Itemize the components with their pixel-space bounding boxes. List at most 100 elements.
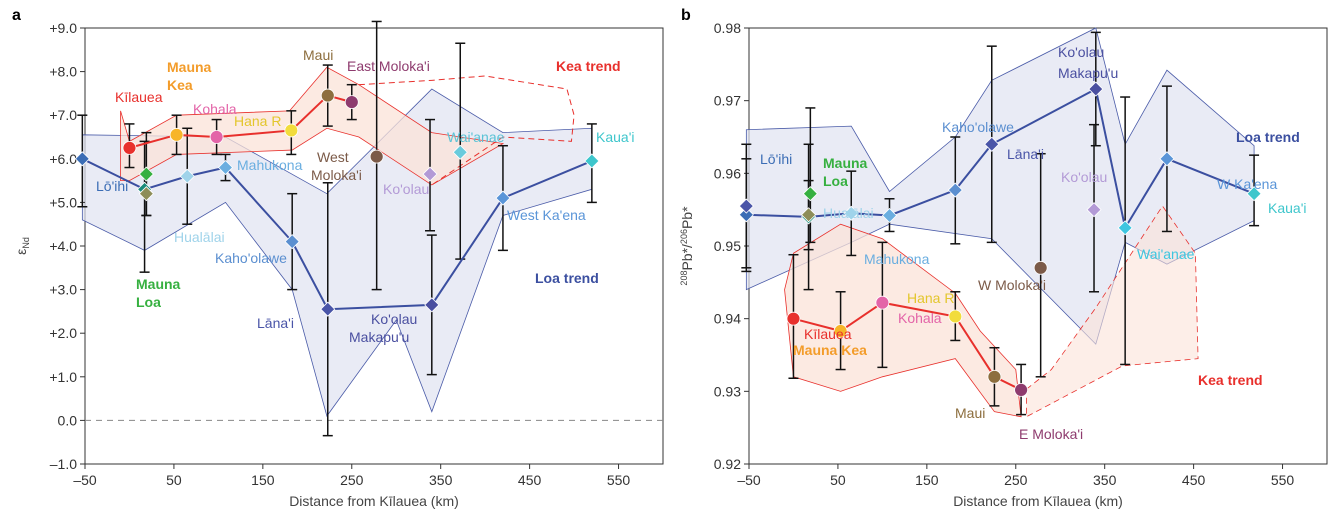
x-tick-label: 150 (251, 472, 275, 488)
panel-a-waianae-label: Wai'anae (447, 129, 505, 145)
panel-a-loa-trend-label: Loa trend (535, 270, 599, 286)
data-point (1159, 151, 1175, 167)
data-point (738, 198, 754, 214)
panel-b-hualalai-label: Hualālai (823, 205, 874, 221)
data-point (1014, 382, 1029, 397)
panel-a-x-axis-label: Distance from Kīlauea (km) (289, 493, 459, 509)
y-tick-label: 0.0 (58, 412, 78, 428)
panel-b-e-molokai-label: E Moloka'i (1019, 426, 1083, 442)
data-point (1117, 220, 1133, 236)
x-tick-label: 250 (340, 472, 364, 488)
panel-b-kahoolawe-label: Kaho'olawe (942, 119, 1014, 135)
panel-b: b –50 50 150 250 350 450 550 0.92 0.93 0.94 0.95 0.… (679, 7, 1328, 509)
data-point (217, 159, 234, 176)
data-point (1086, 202, 1102, 218)
data-point (1246, 186, 1262, 202)
panel-a-maui-label: Maui (303, 47, 333, 63)
data-point (584, 153, 600, 169)
y-tick-label: 0.92 (714, 456, 741, 472)
x-tick-label: 450 (1182, 472, 1206, 488)
y-tick-label: +5.0 (49, 194, 77, 210)
panel-b-letter: b (681, 7, 691, 24)
data-point (284, 234, 300, 250)
panel-a-lanai-label: Lāna'i (257, 315, 294, 331)
y-tick-label: +9.0 (49, 20, 77, 36)
data-point (495, 190, 511, 206)
panel-b-ticks: –50 50 150 250 350 450 550 0.92 0.93 0.94 0.95 0.96… (714, 20, 1295, 488)
panel-a-hualalai-label: Hualālai (174, 229, 225, 245)
panel-a-kahoolawe-label: Kaho'olawe (215, 250, 287, 266)
panel-a-west-molokai-label-2: Moloka'i (311, 167, 362, 183)
x-tick-label: 150 (915, 472, 939, 488)
panel-b-waianae-label: Wai'anae (1137, 246, 1195, 262)
x-tick-label: 350 (1093, 472, 1117, 488)
panel-b-koolau-label: Ko'olau (1061, 169, 1107, 185)
panel-a-koolau-makapuu-label-2: Makapu'u (349, 329, 409, 345)
panel-a: a –50 50 150 250 350 450 550 –1.0 0.0 +1.0 +2.0 +3.… (12, 7, 664, 509)
panel-b-mahukona-label: Mahukona (864, 251, 930, 267)
panel-a-kea-trend-label: Kea trend (556, 58, 621, 74)
panel-a-mauna-kea-label-2: Kea (167, 77, 193, 93)
x-tick-label: 450 (518, 472, 542, 488)
data-point (786, 311, 801, 326)
data-point (1033, 260, 1048, 275)
data-point (344, 95, 359, 110)
x-tick-label: 50 (166, 472, 182, 488)
series-line-loa (746, 87, 1255, 231)
panel-a-kauai-label: Kaua'i (596, 129, 634, 145)
panel-a-kea-dashed-envelope (358, 75, 575, 186)
x-tick-label: 350 (429, 472, 453, 488)
data-point (452, 144, 468, 160)
y-tick-label: 0.97 (714, 93, 741, 109)
panel-b-loa-trend-label: Loa trend (1236, 129, 1300, 145)
panel-a-koolau-label: Ko'olau (383, 181, 429, 197)
panel-a-kohala-label: Kohala (193, 101, 237, 117)
panel-b-w-molokai-label: W Moloka'i (978, 277, 1046, 293)
panel-a-mauna-loa-label-2: Loa (136, 294, 161, 310)
panel-b-y-axis-label: 208Pb*/206Pb* (679, 206, 695, 286)
panel-a-y-axis-label: εNd (13, 237, 31, 255)
panel-a-kea-trend-field (120, 66, 505, 186)
panel-a-letter: a (12, 7, 21, 24)
y-tick-label: –1.0 (50, 456, 77, 472)
y-tick-label: +1.0 (49, 369, 77, 385)
data-point (284, 123, 299, 138)
y-tick-label: +8.0 (49, 64, 77, 80)
data-point (1088, 81, 1104, 97)
y-tick-label: +4.0 (49, 238, 77, 254)
panel-a-hana-r-label: Hana R (234, 113, 281, 129)
panel-b-w-kaena-label: W Ka'ena (1217, 176, 1277, 192)
panel-b-kilauea-label: Kīlauea (804, 326, 852, 342)
panel-b-markers (738, 81, 1262, 397)
panel-b-mauna-loa-label-2: Loa (823, 173, 848, 189)
panel-b-kea-trend-label: Kea trend (1198, 372, 1263, 388)
y-tick-label: 0.95 (714, 238, 741, 254)
panel-a-mahukona-label: Mahukona (237, 157, 303, 173)
panel-b-lanai-label: Lāna'i (1007, 146, 1044, 162)
data-point (984, 136, 1000, 152)
y-tick-label: +6.0 (49, 151, 77, 167)
x-tick-label: 550 (1271, 472, 1295, 488)
data-point (74, 151, 90, 167)
panel-a-west-molokai-label-1: West (317, 149, 349, 165)
panel-b-kea-trend-field (784, 223, 1022, 418)
data-point (122, 140, 137, 155)
data-point (987, 369, 1002, 384)
panel-a-markers (74, 88, 600, 317)
y-tick-label: 0.93 (714, 383, 741, 399)
panel-b-koolau-makapuu-label-2: Makapu'u (1058, 65, 1118, 81)
x-tick-label: 550 (607, 472, 631, 488)
panel-b-maui-label: Maui (955, 405, 985, 421)
panel-a-east-molokai-label: East Moloka'i (347, 58, 430, 74)
data-point (169, 127, 184, 142)
panel-a-mauna-loa-label-1: Mauna (136, 276, 181, 292)
data-point (209, 130, 224, 144)
panel-a-west-kaena-label: West Ka'ena (507, 207, 586, 223)
data-point (179, 168, 195, 184)
data-point (424, 297, 440, 313)
x-tick-label: 50 (830, 472, 846, 488)
panel-b-loihi-label: Lō'ihi (760, 151, 792, 167)
panel-b-x-axis-label: Distance from Kīlauea (km) (953, 493, 1123, 509)
panel-b-mauna-loa-label-1: Mauna (823, 155, 868, 171)
